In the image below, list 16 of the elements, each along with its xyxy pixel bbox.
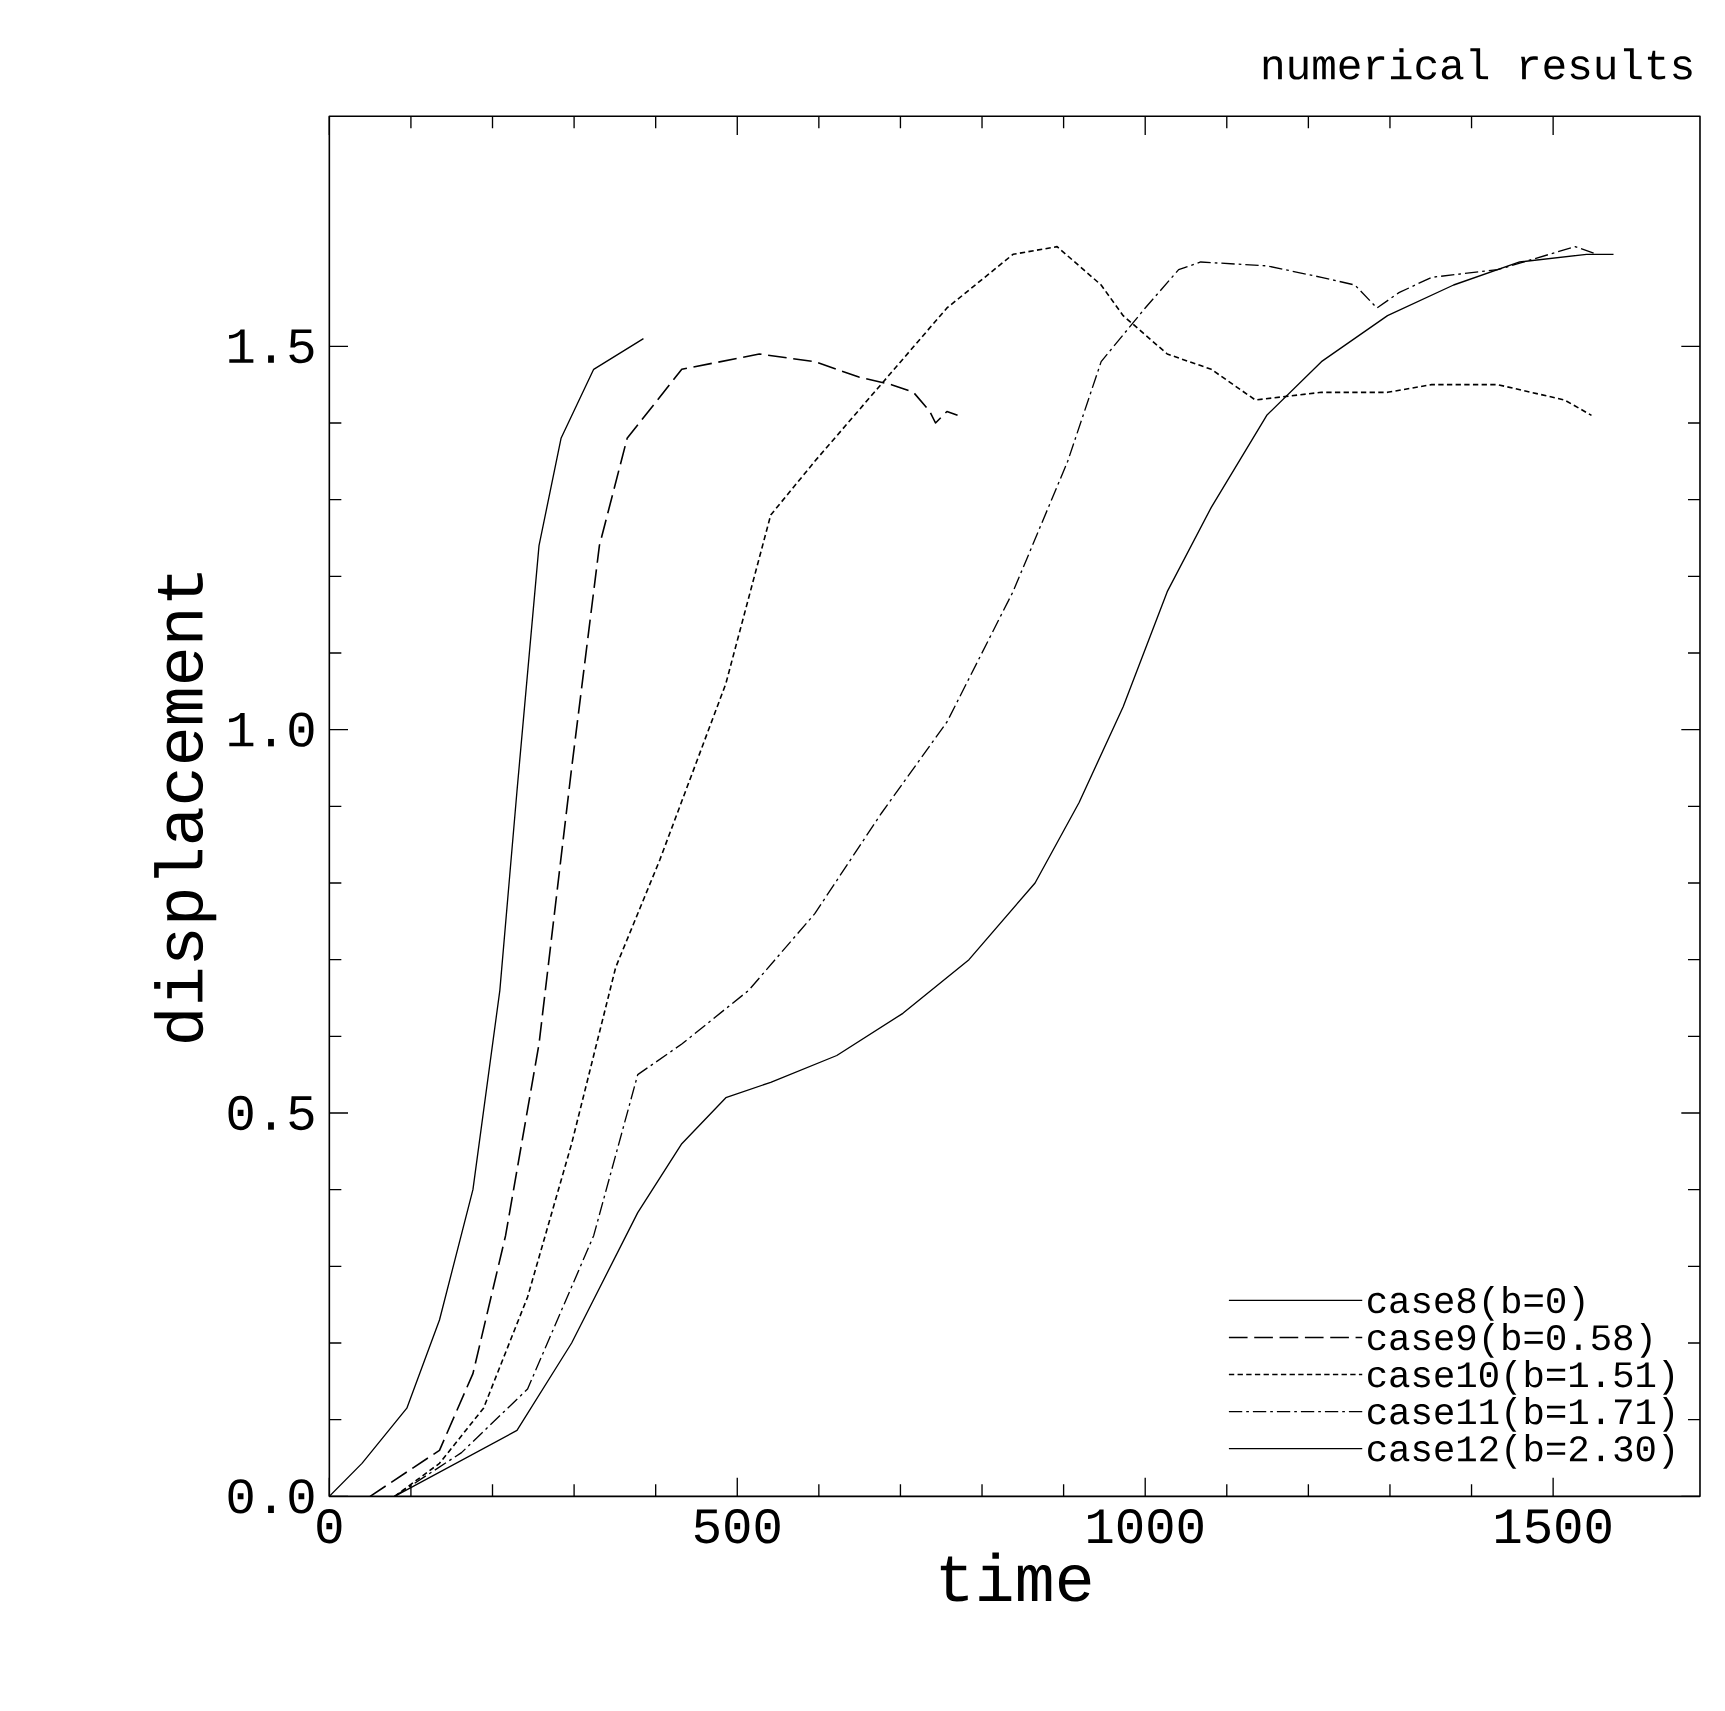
x-tick-label: 1500 bbox=[1495, 1509, 1611, 1544]
legend-label: case11(b=1.71) bbox=[1368, 1397, 1674, 1432]
legend-label: case8(b=0) bbox=[1368, 1285, 1584, 1321]
y-tick-label: 0.5 bbox=[228, 1095, 314, 1131]
legend-label: case10(b=1.51) bbox=[1368, 1359, 1674, 1395]
y-tick-label: 0.0 bbox=[228, 1479, 314, 1514]
y-tick-label: 1.0 bbox=[229, 712, 314, 747]
chart-title: numerical results bbox=[1263, 48, 1692, 80]
x-axis-title: time bbox=[940, 1552, 1091, 1602]
legend-label: case9(b=0.58) bbox=[1368, 1322, 1651, 1358]
y-tick-label: 1.5 bbox=[229, 329, 314, 364]
x-tick-label: 1000 bbox=[1088, 1509, 1203, 1544]
legend-label: case12(b=2.30) bbox=[1368, 1434, 1674, 1469]
x-tick-label: 0 bbox=[317, 1509, 342, 1544]
x-tick-label: 500 bbox=[694, 1509, 780, 1544]
y-axis-title: displacement bbox=[154, 573, 217, 1042]
